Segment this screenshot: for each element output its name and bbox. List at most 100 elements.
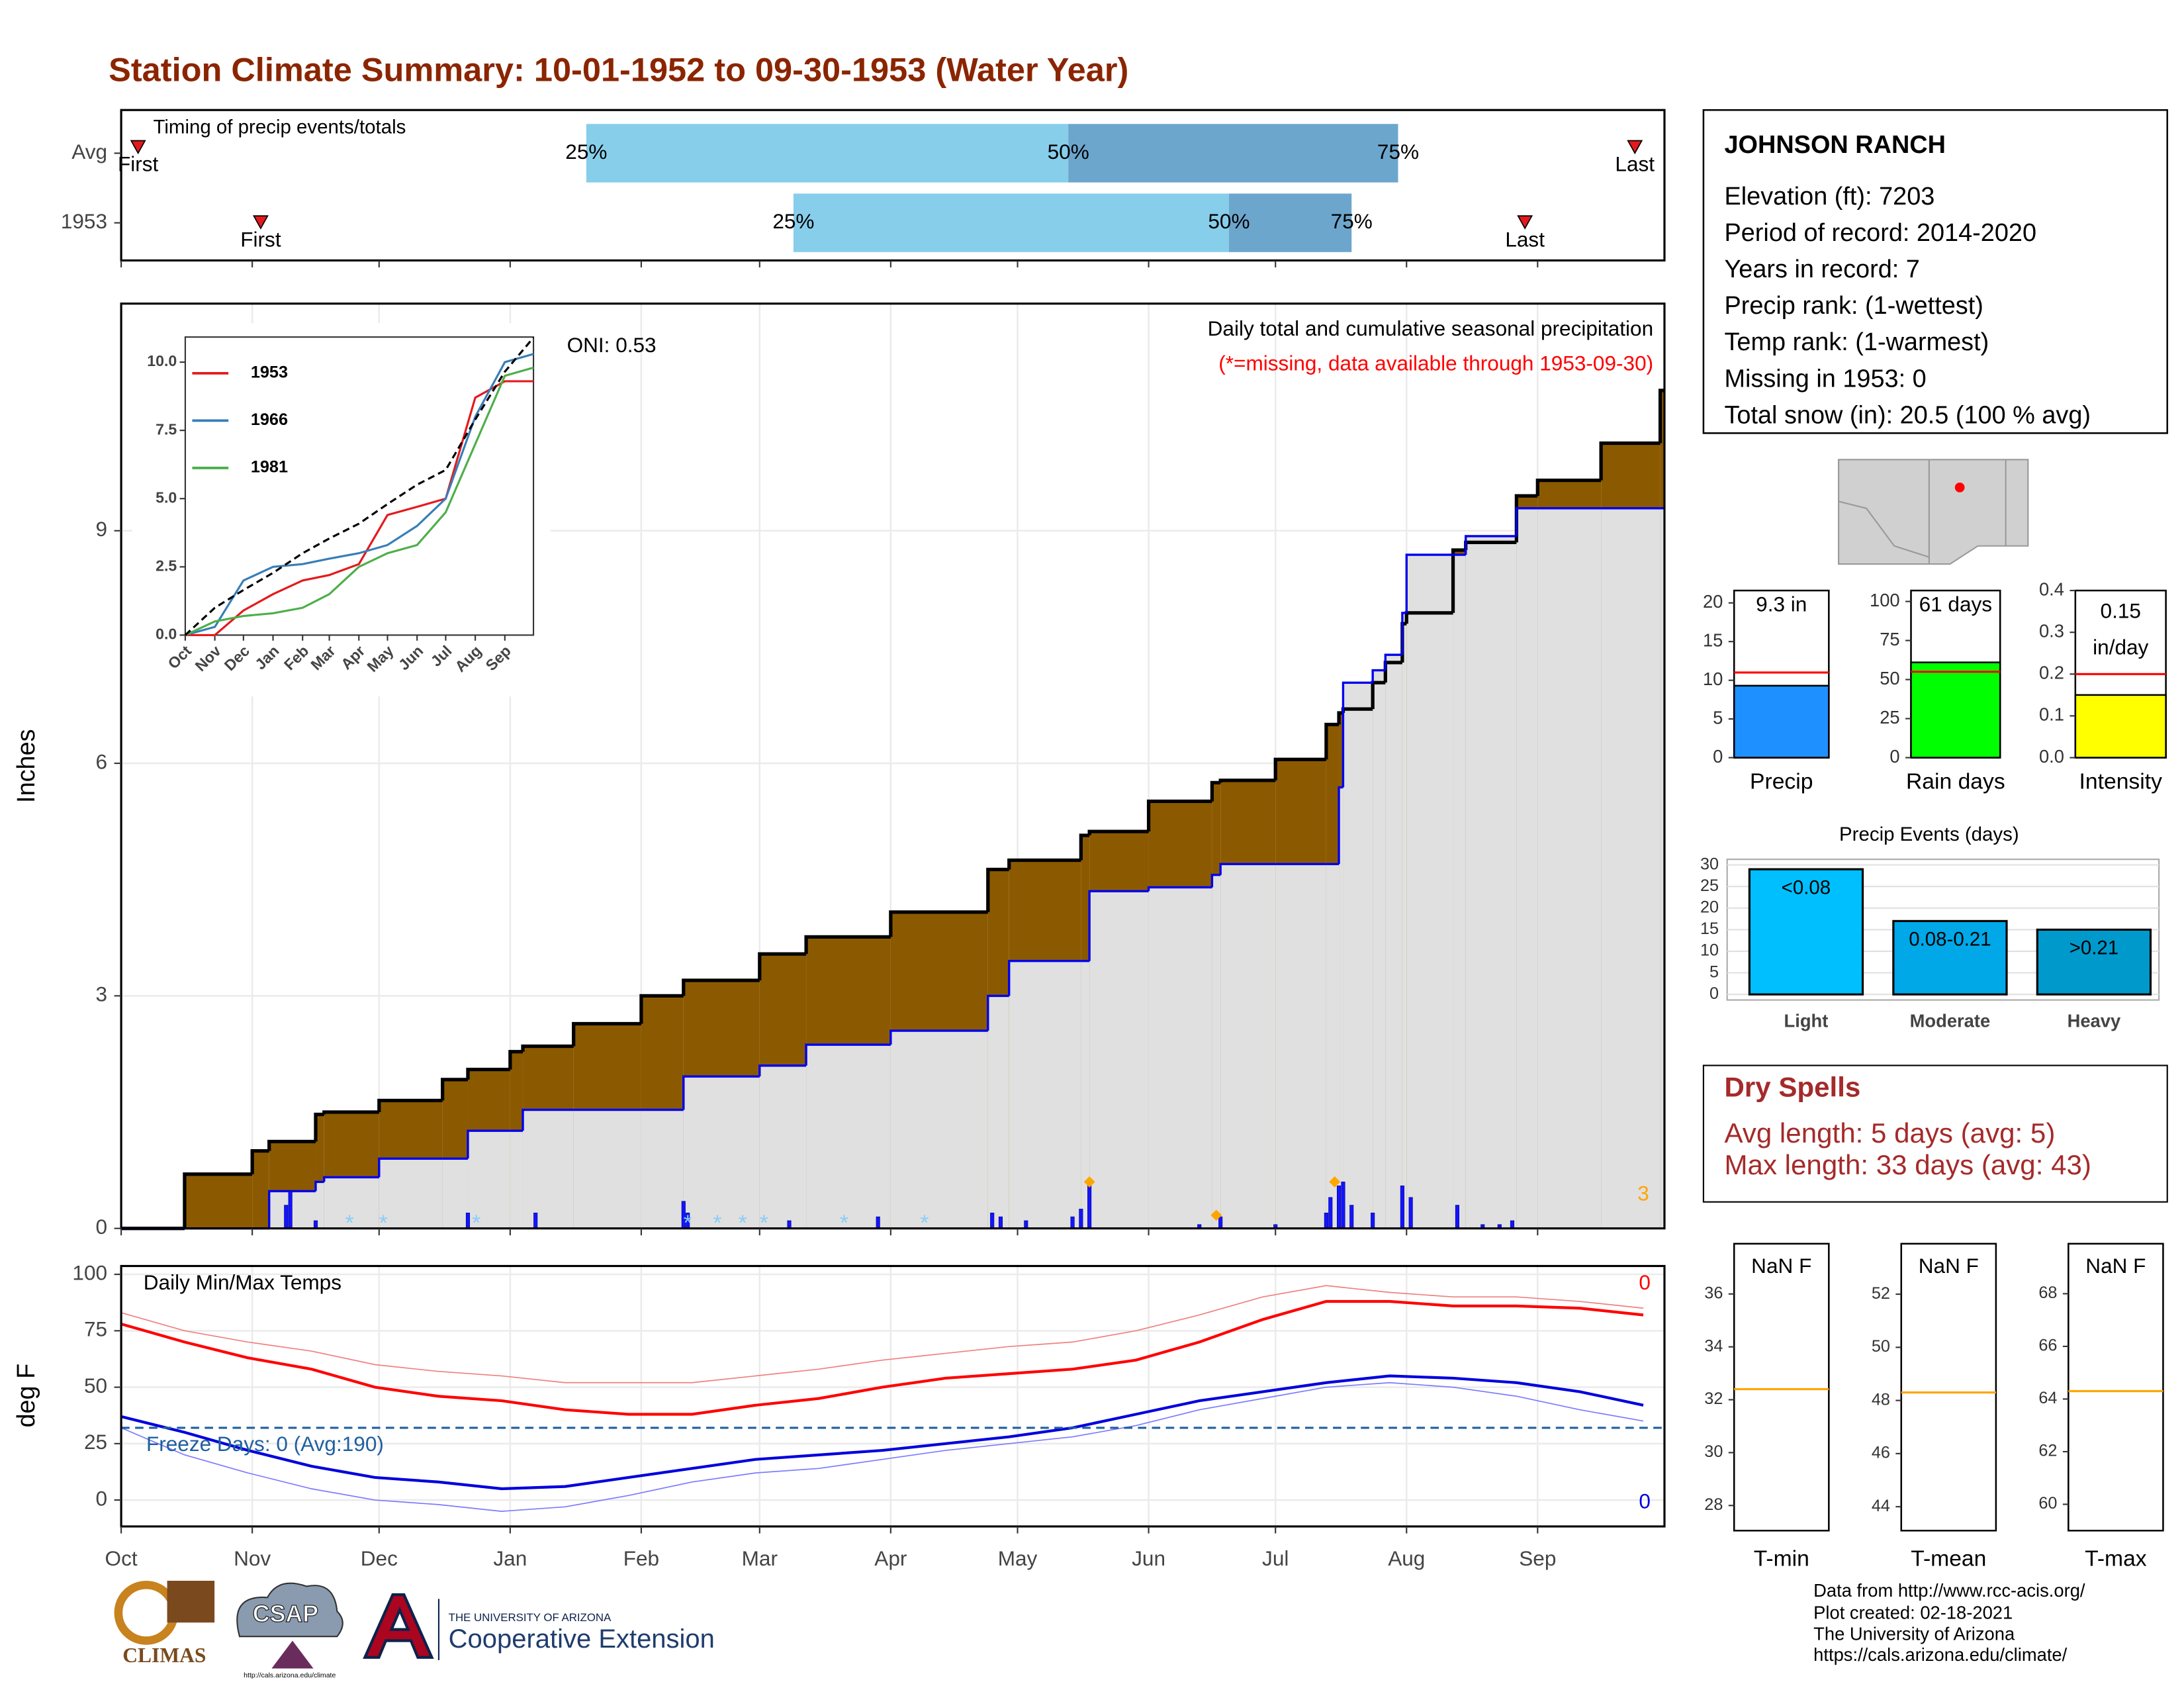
- daily-bar: [1218, 1216, 1223, 1229]
- cumulative-step: [522, 1108, 574, 1131]
- y-tick-label: 46: [1872, 1444, 1890, 1462]
- location-map: [1838, 459, 2029, 565]
- y-tick-label: 15: [1703, 630, 1723, 650]
- cumulative-step: [1384, 653, 1402, 671]
- gauge-label: T-mean: [1911, 1546, 1986, 1571]
- y-tick-label: 62: [2038, 1442, 2057, 1460]
- y-tick-label: 30: [1704, 1442, 1723, 1461]
- row-label: 1953: [61, 209, 107, 233]
- y-tick-label: 34: [1704, 1336, 1723, 1355]
- cumulative-line: [185, 380, 534, 636]
- freeze-label: Freeze Days: 0 (Avg:190): [146, 1432, 384, 1456]
- x-tick-label: Nov: [234, 1546, 271, 1570]
- base-area: [1453, 555, 1466, 1229]
- logo-text: Cooperative Extension: [449, 1624, 715, 1654]
- event-marker: [1517, 215, 1533, 230]
- base-area: [442, 1158, 468, 1229]
- dry-spells-line: Max length: 33 days (avg: 43): [1724, 1149, 2091, 1180]
- dry-spells-box: [1702, 1064, 2168, 1203]
- early-bar: [586, 124, 1069, 183]
- snow-marker: *: [840, 1211, 848, 1235]
- base-area: [1406, 555, 1453, 1229]
- station-line: Years in record: 7: [1724, 256, 1919, 283]
- event-marker: [1627, 140, 1643, 155]
- logo-shape: [271, 1640, 314, 1669]
- station-line: Precip rank: (1-wettest): [1724, 292, 1983, 320]
- early-bar: [793, 193, 1229, 252]
- x-tick-label: Apr: [874, 1546, 907, 1570]
- base-area: [890, 1031, 988, 1229]
- daily-bar: [313, 1220, 318, 1229]
- panel-title: Precip Events (days): [1839, 823, 2019, 845]
- cumulative-step: [1465, 535, 1517, 555]
- snow-marker: *: [739, 1211, 747, 1235]
- base-area: [1339, 787, 1343, 1229]
- x-tick-label: Feb: [623, 1546, 659, 1570]
- daily-bar: [1400, 1185, 1404, 1229]
- x-tick-label: Aug: [1388, 1546, 1425, 1570]
- y-tick-label: 20: [1700, 898, 1719, 916]
- station-line: Elevation (ft): 7203: [1724, 183, 1934, 211]
- station-info: Elevation (ft): 7203 Period of record: 20…: [1724, 183, 2091, 430]
- logo-text: THE UNIVERSITY OF ARIZONA: [449, 1611, 612, 1624]
- base-area: [379, 1158, 443, 1229]
- base-area: [683, 1076, 760, 1229]
- daily-bar: [1079, 1209, 1083, 1229]
- y-tick-label: 0.0: [156, 626, 177, 643]
- cumulative-step: [1515, 507, 1538, 536]
- gauge-label: Rain days: [1906, 769, 2005, 794]
- quantile-label: 50%: [1208, 209, 1250, 233]
- panel-title: Timing of precip events/totals: [154, 116, 406, 138]
- page-title: Station Climate Summary: 10-01-1952 to 0…: [109, 51, 1128, 89]
- x-tick-label: Heavy: [2068, 1011, 2121, 1031]
- snow-marker: *: [345, 1211, 354, 1235]
- cumulative-step: [1338, 786, 1343, 865]
- y-tick-label: 60: [2038, 1494, 2057, 1513]
- y-tick-label: 20: [1703, 591, 1723, 612]
- subtitle: Daily total and cumulative seasonal prec…: [1208, 316, 1653, 340]
- x-tick-label: May: [998, 1546, 1038, 1570]
- y-tick-label: 32: [1704, 1389, 1723, 1408]
- cumulative-step: [521, 1044, 574, 1052]
- legend-label: 1966: [251, 410, 288, 429]
- cumulative-step: [267, 1139, 316, 1151]
- max-count: 0: [1639, 1270, 1651, 1294]
- cumulative-step: [1008, 960, 1081, 996]
- value-label: NaN F: [2085, 1254, 2146, 1278]
- base-area: [987, 996, 1009, 1229]
- daily-bar: [1070, 1216, 1075, 1229]
- station-line: Missing in 1953: 0: [1724, 365, 1926, 393]
- y-tick-label: 75: [84, 1317, 107, 1341]
- y-tick-label: 0: [96, 1486, 108, 1510]
- temp-line: [120, 1299, 1644, 1416]
- temp-line: [120, 1374, 1644, 1491]
- footer-line: Data from http://www.rcc-acis.org/: [1813, 1580, 2085, 1601]
- y-tick-label: 0.3: [2039, 620, 2064, 641]
- y-tick-label: 0.4: [2039, 579, 2064, 599]
- x-tick-label: Jan: [493, 1546, 527, 1570]
- daily-bar: [533, 1212, 538, 1229]
- y-tick-label: 10.0: [147, 352, 177, 369]
- cumulative-step: [889, 910, 988, 937]
- quantile-label: 25%: [772, 209, 814, 233]
- footer-line: https://cals.arizona.edu/climate/: [1813, 1644, 2067, 1665]
- bar-range-label: 0.08-0.21: [1909, 929, 1991, 951]
- base-area: [641, 1109, 684, 1229]
- daily-bar: [284, 1205, 289, 1229]
- cumulative-step: [1087, 829, 1149, 835]
- y-tick-label: 10: [1703, 669, 1723, 689]
- base-area: [1537, 508, 1602, 1229]
- y-tick-label: 15: [1700, 919, 1719, 938]
- daily-bar: [1324, 1212, 1328, 1229]
- cumulative-line: [185, 366, 534, 636]
- cumulative-step: [1535, 479, 1602, 496]
- row-label: Avg: [71, 140, 107, 164]
- base-area: [510, 1131, 523, 1229]
- y-tick-label: 50: [84, 1374, 107, 1397]
- gauge-box: [1900, 1243, 1997, 1532]
- y-tick-label: 9: [96, 517, 108, 541]
- bar-range-label: <0.08: [1782, 876, 1831, 898]
- base-area: [1660, 508, 1664, 1229]
- ua-logo: THE UNIVERSITY OF ARIZONA Cooperative Ex…: [363, 1593, 715, 1660]
- base-area: [1373, 670, 1386, 1229]
